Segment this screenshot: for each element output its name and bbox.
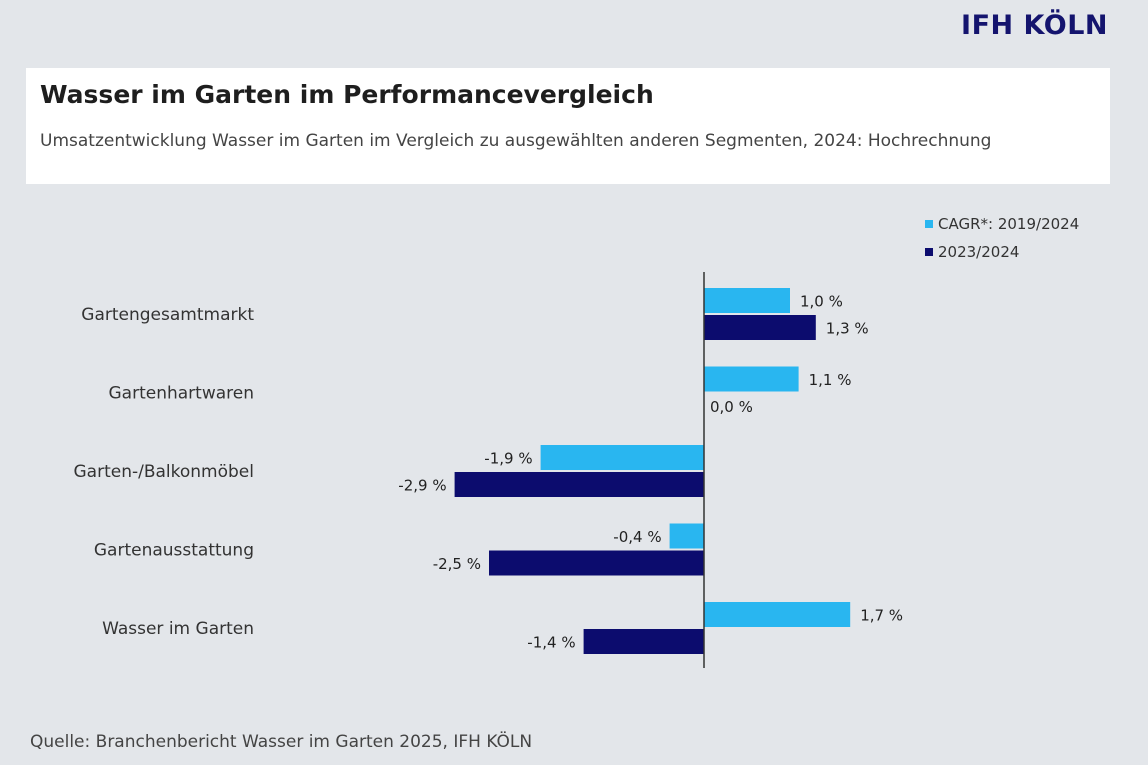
legend-label-series2: 2023/2024	[938, 243, 1020, 261]
category-label: Garten-/Balkonmöbel	[74, 462, 255, 482]
legend-swatch-series1	[925, 220, 933, 228]
legend-swatch-series2	[925, 248, 933, 256]
data-label: -1,9 %	[484, 450, 532, 468]
bar-series2	[583, 629, 704, 654]
data-label: 1,7 %	[860, 607, 903, 625]
data-label: -1,4 %	[527, 634, 575, 652]
data-label: 1,1 %	[809, 371, 852, 389]
chart-header: Wasser im Garten im Performancevergleich…	[26, 68, 1110, 184]
category-label: Gartenausstattung	[94, 541, 254, 561]
data-label: 1,0 %	[800, 293, 843, 311]
bar-series1	[540, 445, 704, 470]
data-label: -2,5 %	[433, 555, 481, 573]
bar-series1	[704, 602, 851, 627]
data-label: 1,3 %	[826, 320, 869, 338]
bar-series1	[704, 288, 790, 313]
data-label: -0,4 %	[613, 528, 661, 546]
bar-series2	[704, 315, 816, 340]
legend-item-series2: 2023/2024	[925, 238, 1079, 266]
data-label: 0,0 %	[710, 398, 753, 416]
chart-title: Wasser im Garten im Performancevergleich	[40, 80, 654, 109]
chart-legend: CAGR*: 2019/2024 2023/2024	[925, 210, 1079, 266]
category-label: Gartengesamtmarkt	[81, 305, 254, 325]
bar-series2	[489, 550, 704, 576]
category-label: Gartenhartwaren	[109, 384, 255, 404]
legend-label-series1: CAGR*: 2019/2024	[938, 215, 1080, 233]
chart-subtitle: Umsatzentwicklung Wasser im Garten im Ve…	[40, 131, 992, 151]
bar-series1	[669, 523, 704, 549]
data-label: -2,9 %	[398, 477, 446, 495]
category-label: Wasser im Garten	[102, 619, 254, 639]
bar-series2	[454, 472, 704, 497]
legend-item-series1: CAGR*: 2019/2024	[925, 210, 1079, 238]
bar-series1	[704, 366, 799, 392]
company-logo: IFH KÖLN	[961, 10, 1108, 41]
source-note: Quelle: Branchenbericht Wasser im Garten…	[30, 732, 533, 752]
